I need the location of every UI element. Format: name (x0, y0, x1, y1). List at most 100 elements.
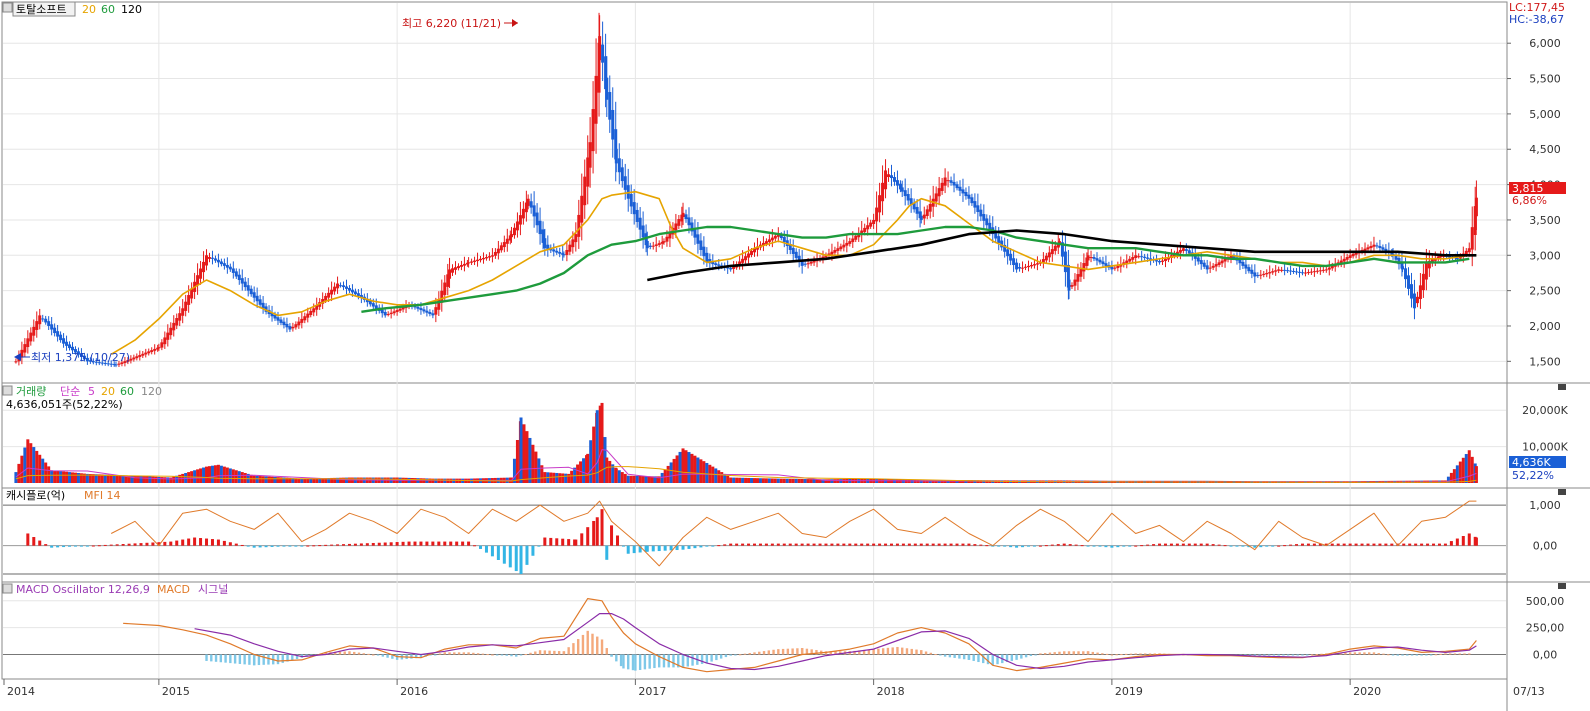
volume-bar (940, 480, 944, 483)
candle-body (1202, 262, 1206, 267)
macd-oscillator-bar (267, 654, 270, 665)
candle-body (922, 214, 926, 219)
macd-oscillator-bar (1377, 652, 1380, 655)
panel-close-icon[interactable] (1558, 489, 1566, 495)
volume-bar (157, 476, 161, 483)
macd-oscillator-bar (362, 653, 365, 655)
cashflow-bar (1265, 545, 1269, 547)
candle-body (943, 177, 947, 186)
macd-label: MACD (157, 583, 190, 596)
panel-close-icon[interactable] (1558, 384, 1566, 390)
volume-bar (827, 479, 831, 483)
macd-oscillator-bar (1091, 651, 1095, 655)
macd-oscillator-bar (962, 654, 966, 660)
cashflow-bar (1241, 545, 1245, 547)
cashflow-bar (115, 544, 119, 546)
macd-oscillator-bar (853, 650, 856, 655)
year-label: 2018 (877, 685, 905, 698)
macd-oscillator-bar (591, 633, 594, 655)
volume-bar (300, 478, 304, 483)
macd-oscillator-bar (1053, 652, 1056, 655)
volume-bar (586, 453, 590, 483)
candle-body (1220, 260, 1224, 264)
macd-oscillator-bar (896, 646, 899, 655)
candle-body (47, 321, 51, 326)
ma60-label: 60 (101, 3, 115, 16)
candle-body (1178, 249, 1182, 253)
candle-body (887, 174, 891, 178)
cashflow-bar (1312, 543, 1316, 546)
candle-body (44, 318, 48, 323)
macd-oscillator-bar (915, 649, 918, 655)
candle-body (949, 180, 953, 183)
candle-body (915, 206, 919, 214)
cashflow-bar (753, 543, 756, 546)
volume-bar (187, 472, 191, 483)
cashflow-bar (574, 539, 578, 546)
volume-bar (821, 479, 825, 483)
volume-bar (258, 476, 262, 483)
candle-body (848, 241, 852, 244)
macd-oscillator-bar (491, 654, 494, 656)
candle-body (1424, 262, 1428, 280)
cashflow-bar (1247, 545, 1251, 548)
macd-oscillator-bar (343, 651, 346, 655)
volume-bar (833, 479, 837, 483)
macd-oscillator-bar (643, 654, 647, 670)
high-arrow-head (512, 19, 518, 27)
candle-body (988, 222, 992, 230)
cashflow-bar (537, 545, 541, 547)
macd-oscillator-bar (953, 654, 956, 658)
candle-body (824, 255, 828, 258)
candle-body (1268, 272, 1272, 274)
volume-bar (744, 477, 748, 483)
volume-bar (44, 462, 48, 483)
candle-body (172, 322, 176, 331)
panel-close-icon[interactable] (1558, 583, 1566, 589)
macd-oscillator-bar (1082, 651, 1085, 655)
volume-bar (273, 476, 277, 483)
candle-body (1384, 248, 1388, 252)
candle-body (940, 182, 944, 191)
candle-body (614, 129, 618, 160)
macd-oscillator-bar (448, 652, 451, 655)
candle-body (1342, 258, 1346, 262)
candle-body (1143, 256, 1147, 258)
volume-bar (163, 477, 167, 483)
candle-body (138, 355, 142, 357)
candle-body (1259, 274, 1263, 276)
candle-body (869, 222, 873, 227)
cashflow-bar (913, 543, 917, 546)
candle-body (1436, 256, 1440, 259)
candle-body (903, 190, 907, 197)
candle-body (918, 211, 922, 219)
cashflow-bar (377, 542, 381, 546)
stock-name-box[interactable] (12, 1, 76, 17)
candle-body (674, 223, 678, 231)
volume-bar (336, 477, 340, 483)
panel-toggle-icon[interactable] (2, 583, 13, 594)
macd-oscillator-bar (800, 648, 804, 655)
candle-body (350, 289, 354, 293)
candle-body (499, 245, 503, 251)
cashflow-bar (1300, 543, 1304, 546)
candle-body (1047, 252, 1051, 258)
volume-bar (937, 480, 941, 483)
candle-body (73, 349, 77, 353)
cashflow-bar (294, 545, 298, 547)
volume-sub-label: 단순 (60, 385, 80, 398)
macd-oscillator-bar (796, 648, 799, 655)
cashflow-bar (580, 533, 584, 546)
cashflow-bar (437, 541, 441, 546)
cashflow-bar (567, 539, 571, 546)
cashflow-bar (1032, 545, 1036, 547)
candle-body (809, 261, 813, 264)
candle-body (1238, 259, 1242, 264)
year-label: 2016 (400, 685, 428, 698)
panel-toggle-icon[interactable] (2, 385, 13, 396)
candle-body (770, 237, 774, 241)
candle-body (732, 266, 736, 269)
panel-toggle-icon[interactable] (2, 2, 13, 13)
candle-body (187, 295, 191, 305)
